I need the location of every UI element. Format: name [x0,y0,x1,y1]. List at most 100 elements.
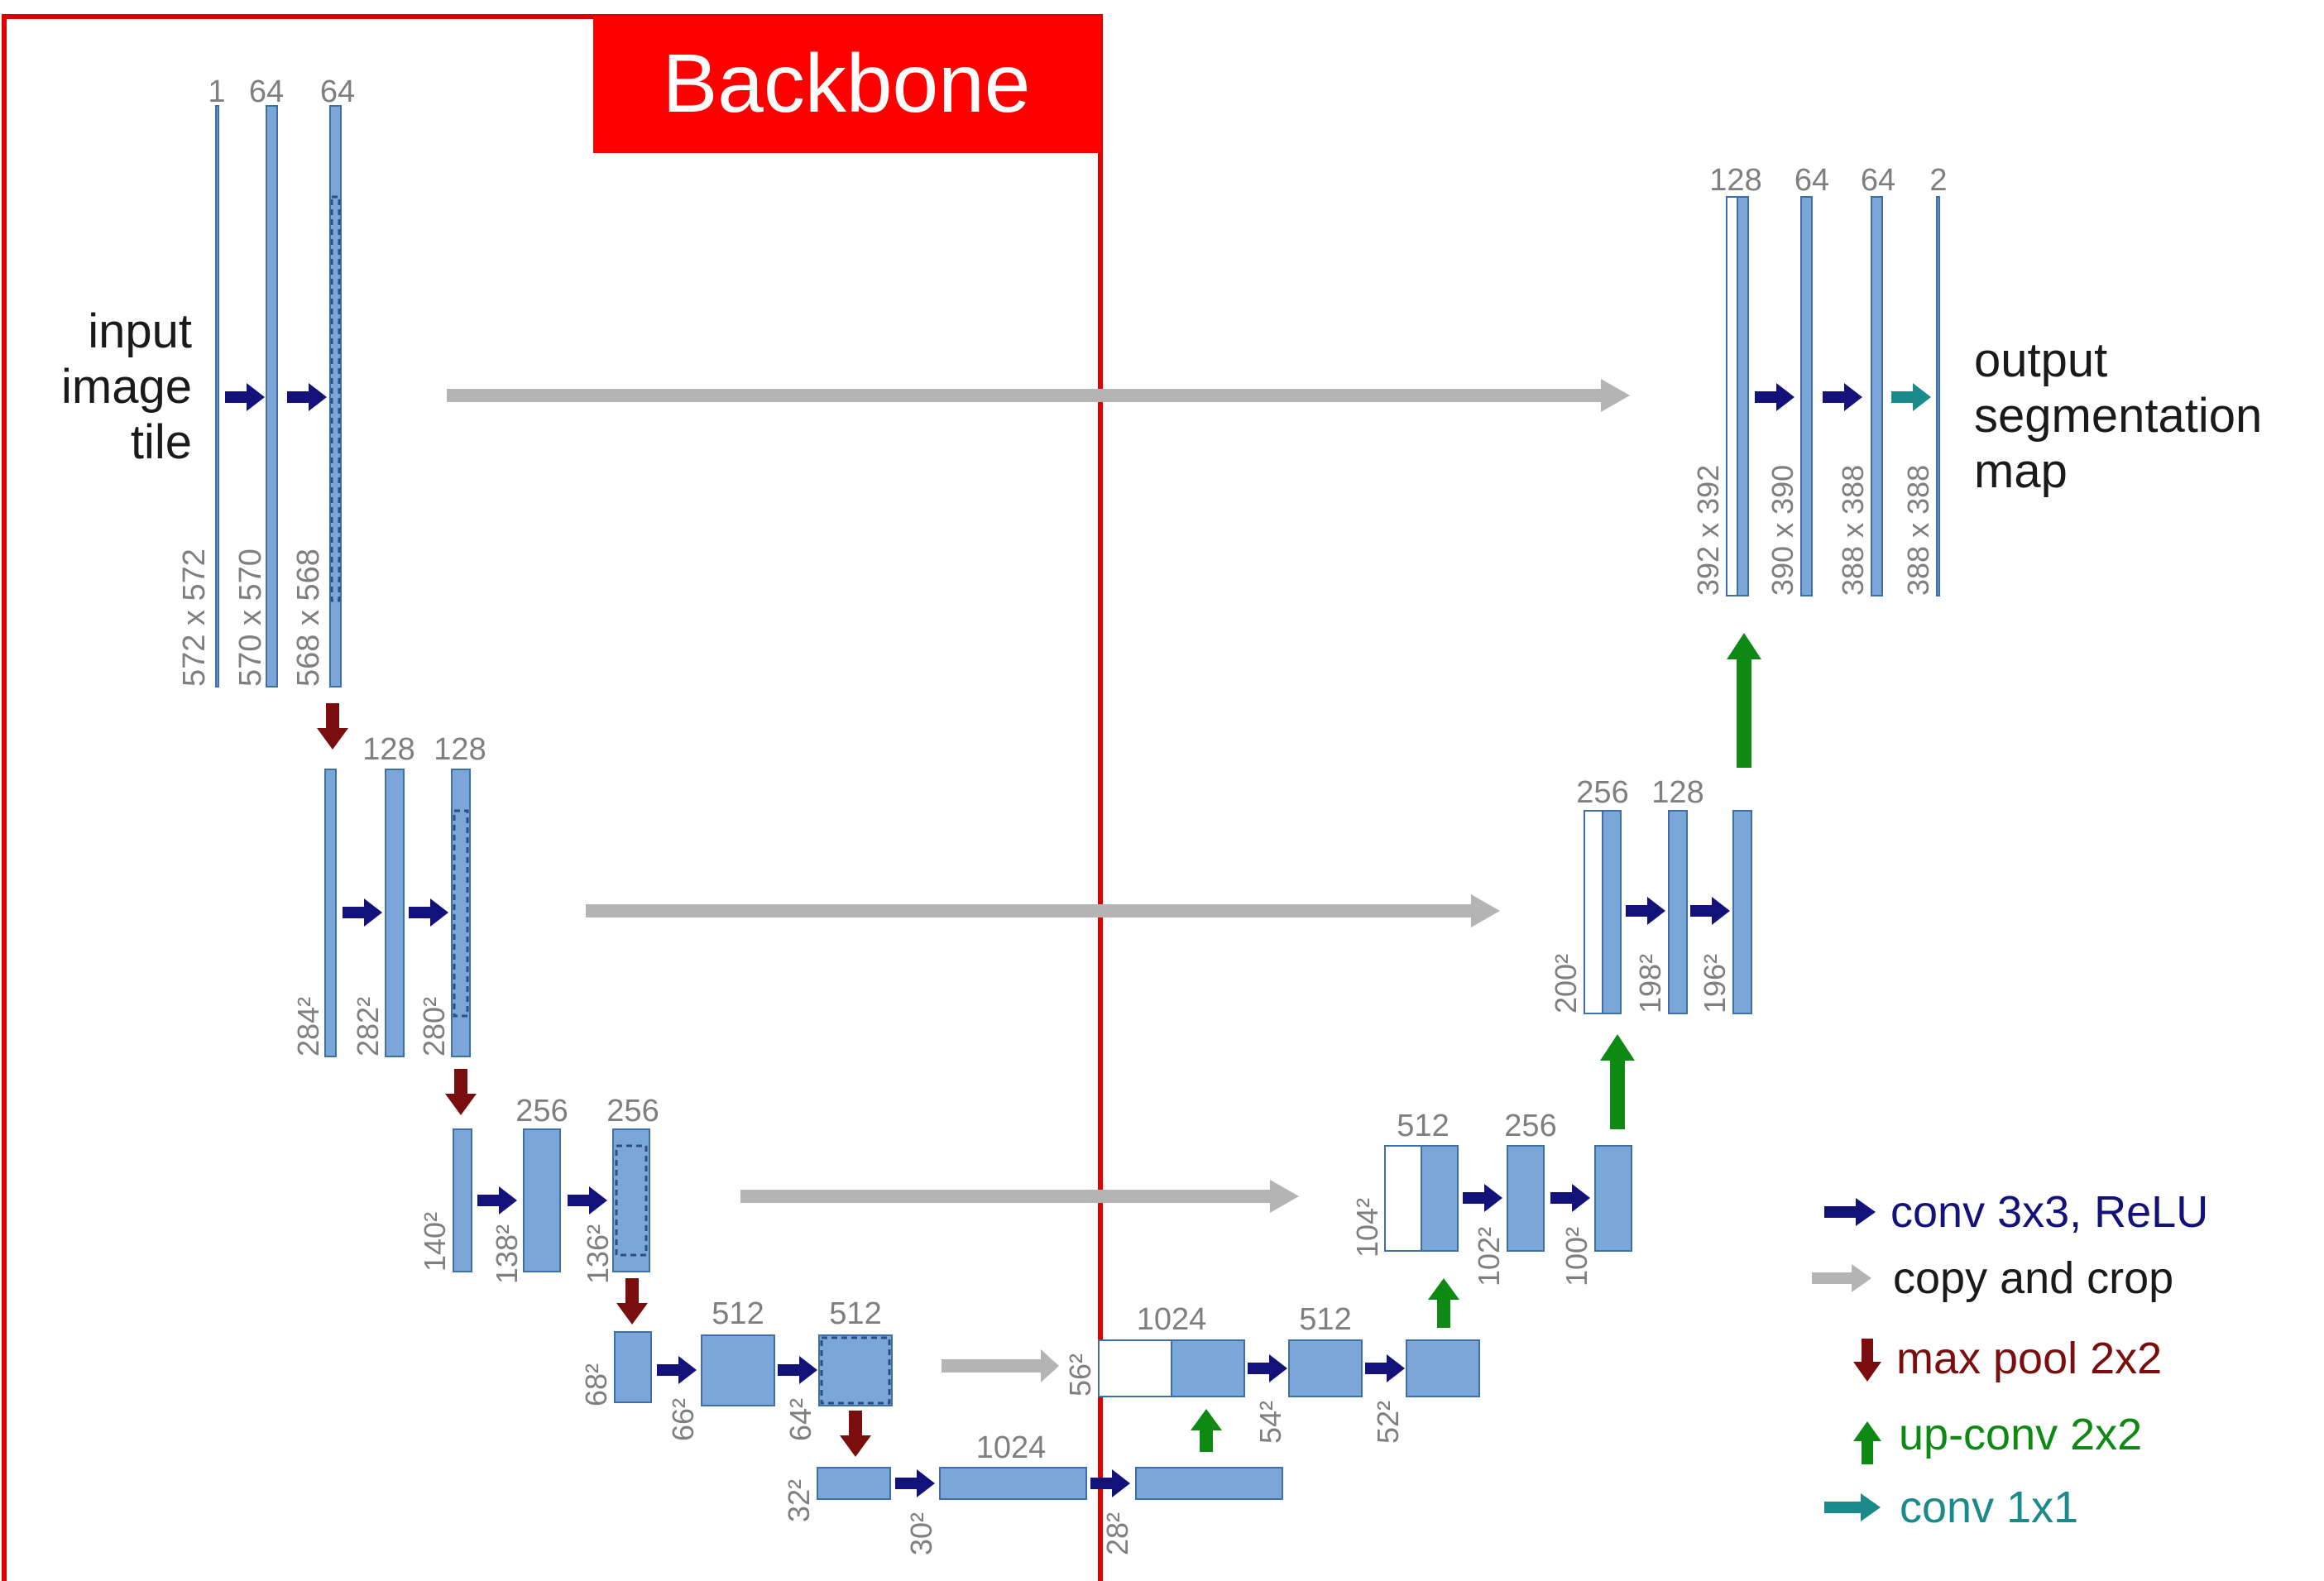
dimension-label: 388 x 388 [1901,465,1935,596]
feature-map-bottom-b [1135,1467,1283,1500]
conv-arrow [225,383,265,411]
legend-item-conv: conv 3x3, ReLU [1824,1187,2208,1237]
encoder-level-3: 256 256 140² 138² 136² [418,1094,659,1284]
legend-label: max pool 2x2 [1896,1334,2162,1383]
feature-map-l2-b [451,769,471,1057]
dimension-label: 572 x 572 [177,549,212,687]
feature-map-l4-b [818,1334,893,1406]
up-conv-arrow [1600,1034,1635,1129]
feature-map-u3-a [1507,1145,1545,1252]
dimension-label: 64² [783,1398,817,1441]
feature-map-l2-in [324,769,337,1057]
encoder-level-1: 1 64 64 572 x 572 570 x 570 568 x 568 [177,74,355,687]
upsampled-feature-map-u1 [1737,196,1749,596]
dimension-label: 28² [1100,1512,1134,1555]
bottleneck: 1024 32² 30² 28² [782,1430,1283,1555]
feature-map-l4-in [614,1331,652,1403]
feature-map-l3-in [453,1128,472,1272]
dimension-label: 56² [1063,1353,1097,1397]
copied-feature-map-u2 [1584,810,1603,1014]
dimension-label: 392 x 392 [1691,465,1725,596]
feature-map-l1-a [266,105,278,687]
conv-arrow [895,1469,935,1497]
output-label-line: output [1974,333,2107,387]
legend-label: conv 3x3, ReLU [1890,1187,2208,1237]
output-label-line: segmentation [1974,389,2262,443]
channel-label: 128 [362,732,414,767]
output-label-line: map [1974,444,2068,498]
channel-label: 128 [434,732,486,767]
dimension-label: 104² [1350,1198,1384,1258]
copied-feature-map-u4 [1098,1339,1172,1397]
channel-label: 1024 [1137,1302,1207,1337]
channel-label: 64 [320,74,355,109]
max-pool-arrow [317,703,348,750]
up-arrow-icon [1853,1421,1881,1464]
dimension-label: 198² [1633,954,1667,1013]
dimension-label: 52² [1371,1401,1405,1444]
feature-map-input [215,105,219,687]
feature-map-u1-b [1871,196,1883,596]
feature-map-u4-b [1406,1339,1480,1397]
dimension-label: 388 x 388 [1836,465,1870,596]
max-pool-arrow [445,1069,477,1115]
conv-arrow [477,1186,517,1214]
feature-map-u2-a [1668,810,1688,1014]
channel-label: 2 [1929,163,1947,198]
channel-label: 1024 [976,1430,1047,1465]
decoder-level-2: 256 128 200² 198² 196² [1549,775,1752,1014]
conv-arrow [1463,1184,1502,1212]
conv-arrows [225,383,1931,1497]
max-pool-arrows [317,703,871,1457]
copy-arrow-level-1 [447,379,1630,412]
copy-arrow-level-4 [942,1349,1059,1382]
dimension-label: 100² [1560,1227,1593,1286]
dimension-label: 30² [904,1512,938,1555]
conv-arrow [1823,383,1862,411]
conv-1x1-arrow [1891,383,1931,411]
copied-feature-map-u1 [1726,196,1738,596]
right-arrow-icon [1824,1198,1876,1226]
input-label-line: input [88,304,192,358]
up-conv-arrow [1428,1278,1459,1328]
channel-label: 64 [1861,163,1895,198]
conv-arrow [1550,1184,1590,1212]
upsampled-feature-map-u4 [1171,1339,1245,1397]
feature-map-u1-a [1800,196,1813,596]
input-label-line: tile [131,415,192,469]
legend-item-copy: copy and crop [1812,1253,2173,1303]
decoder-level-1: 128 64 64 2 392 x 392 390 x 390 388 x 38… [1691,163,1948,596]
dimension-label: 32² [782,1479,816,1522]
feature-map-l3-b [612,1128,650,1272]
input-label: input image tile [61,304,192,469]
right-arrow-icon [1824,1493,1881,1521]
legend-item-maxpool: max pool 2x2 [1853,1334,2162,1383]
legend-item-conv1x1: conv 1x1 [1824,1483,2078,1532]
channel-label: 1 [208,74,225,109]
channel-label: 128 [1651,775,1703,810]
channel-label: 512 [829,1296,881,1331]
legend-label: conv 1x1 [1900,1483,2078,1532]
feature-map-u4-a [1288,1339,1363,1397]
feature-map-l2-a [385,769,405,1057]
dimension-label: 66² [666,1398,700,1441]
crop-region-l1 [330,195,341,602]
copied-feature-map-u3 [1384,1145,1422,1252]
dimension-label: 568 x 568 [291,549,326,687]
conv-arrow [409,898,448,927]
crop-region-l4 [820,1336,891,1405]
right-arrow-icon [1812,1264,1871,1292]
legend-label: up-conv 2x2 [1899,1410,2142,1459]
legend-label: copy and crop [1893,1253,2173,1303]
crop-region-l3 [615,1144,648,1257]
channel-label: 512 [1397,1109,1449,1143]
copy-arrow-level-2 [586,894,1500,927]
channel-label: 256 [606,1094,659,1128]
output-label: output segmentation map [1974,333,2262,498]
conv-arrow [1090,1469,1130,1497]
channel-label: 256 [1576,775,1628,810]
channel-label: 256 [1504,1109,1556,1143]
feature-map-bottom-in [817,1467,891,1500]
legend: conv 3x3, ReLU copy and crop max pool 2x… [1812,1187,2208,1532]
